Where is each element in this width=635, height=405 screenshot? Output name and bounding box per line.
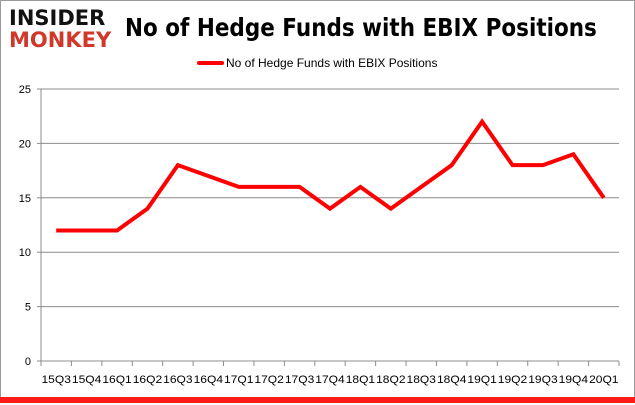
y-tick-label: 15 bbox=[19, 193, 31, 205]
x-tick-label: 18Q2 bbox=[376, 374, 405, 386]
y-tick-label: 25 bbox=[19, 84, 31, 96]
x-tick-label: 17Q1 bbox=[224, 374, 253, 386]
logo-line1: INSIDER bbox=[9, 6, 106, 30]
insider-monkey-logo: INSIDER MONKEY bbox=[9, 7, 119, 53]
chart-title: No of Hedge Funds with EBIX Positions bbox=[125, 13, 597, 42]
x-tick-label: 15Q4 bbox=[72, 374, 101, 386]
x-tick-label: 19Q3 bbox=[528, 374, 557, 386]
x-tick-label: 16Q1 bbox=[102, 374, 131, 386]
x-tick-label: 17Q4 bbox=[315, 374, 344, 386]
x-tick-label: 16Q2 bbox=[133, 374, 162, 386]
x-tick-label: 15Q3 bbox=[42, 374, 71, 386]
x-tick-label: 18Q1 bbox=[346, 374, 375, 386]
logo-line2: MONKEY bbox=[9, 28, 112, 52]
y-tick-label: 10 bbox=[19, 247, 31, 259]
x-tick-label: 19Q1 bbox=[467, 374, 496, 386]
bottom-accent-bar bbox=[0, 397, 635, 403]
legend-swatch bbox=[197, 61, 224, 65]
y-tick-label: 0 bbox=[25, 356, 31, 368]
series-line bbox=[56, 118, 606, 233]
x-tick-label: 17Q3 bbox=[285, 374, 314, 386]
x-tick-label: 19Q4 bbox=[559, 374, 588, 386]
y-tick-label: 20 bbox=[19, 138, 31, 150]
x-tick-label: 17Q2 bbox=[254, 374, 283, 386]
x-tick-label: 18Q3 bbox=[407, 374, 436, 386]
legend: No of Hedge Funds with EBIX Positions bbox=[197, 56, 437, 70]
x-tick-label: 19Q2 bbox=[498, 374, 527, 386]
x-tick-label: 20Q1 bbox=[589, 374, 618, 386]
x-tick-label: 16Q4 bbox=[194, 374, 223, 386]
y-tick-label: 5 bbox=[25, 302, 31, 314]
x-tick-label: 18Q4 bbox=[437, 374, 466, 386]
legend-label: No of Hedge Funds with EBIX Positions bbox=[226, 56, 438, 70]
x-tick-label: 16Q3 bbox=[163, 374, 192, 386]
